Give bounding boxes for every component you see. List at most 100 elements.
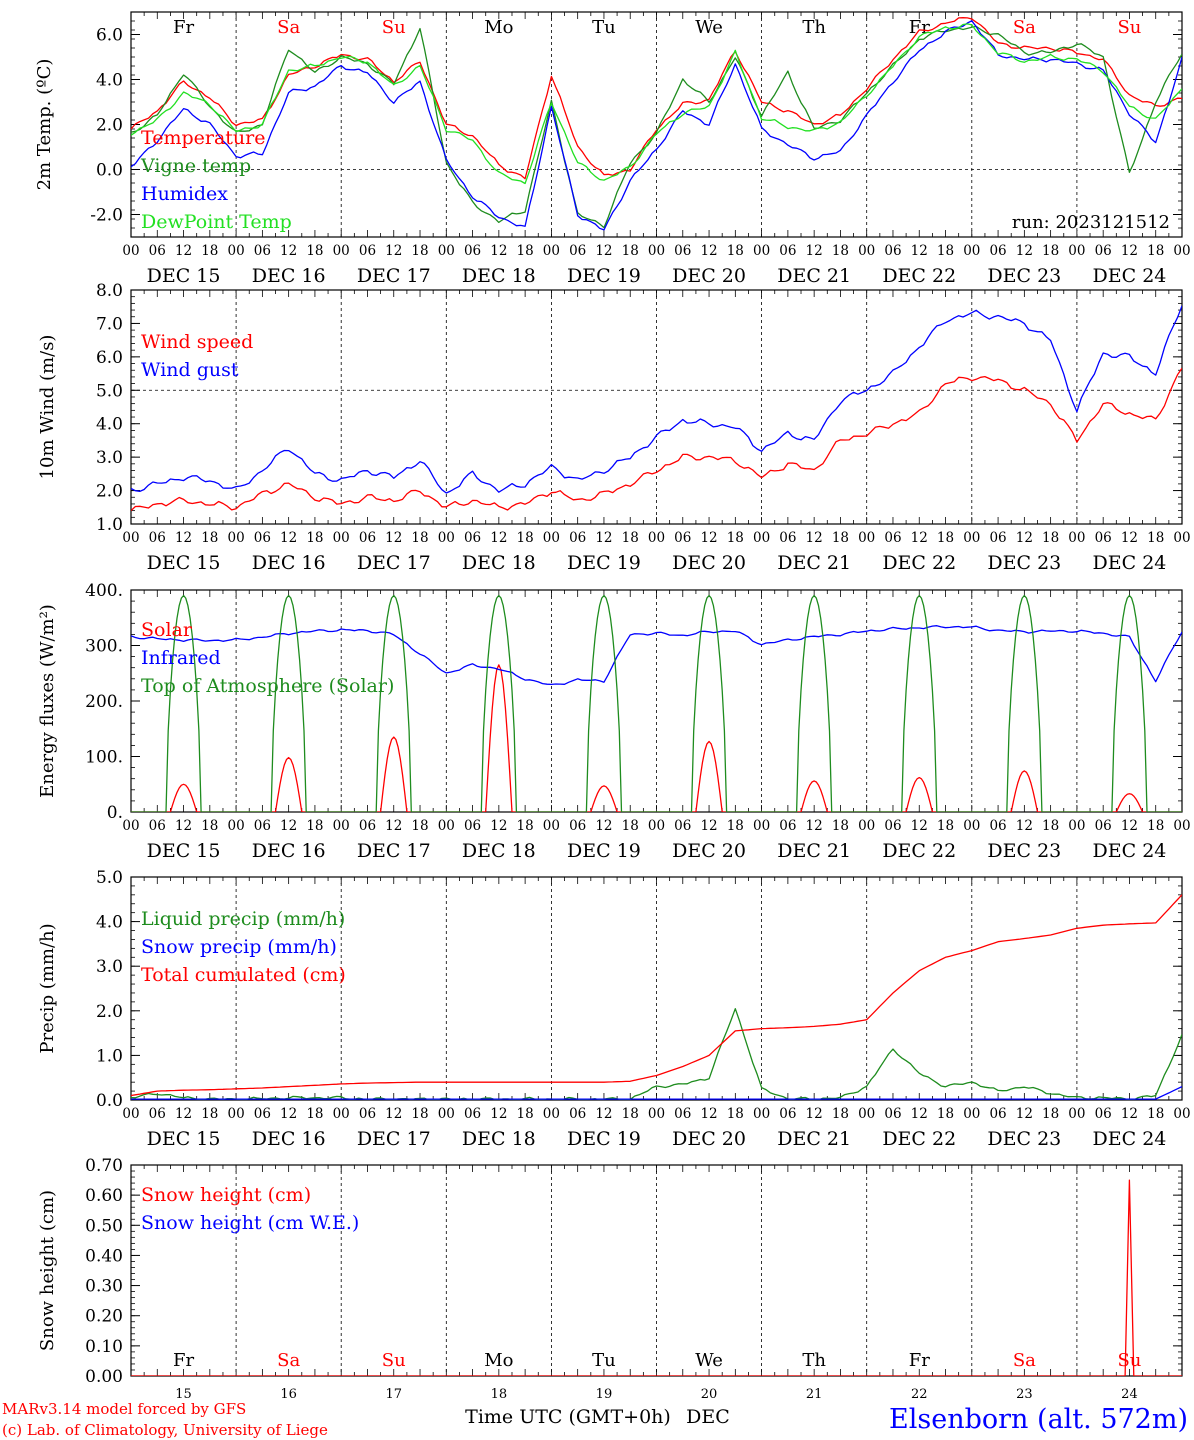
series-group (131, 1179, 1182, 1376)
weekday-label: Su (1117, 1350, 1141, 1371)
x-hour-label: 18 (517, 818, 534, 834)
x-hour-label: 12 (385, 1106, 402, 1122)
x-hour-label: 18 (622, 243, 639, 259)
y-tick-label: 2.0 (96, 482, 123, 502)
x-hour-label: 12 (175, 243, 192, 259)
series-line-snow-precip-mm-h- (131, 1086, 1182, 1100)
x-hour-label: 00 (438, 818, 455, 834)
y-tick-label: 0.30 (85, 1277, 123, 1297)
y-tick-label: 0.60 (85, 1186, 123, 1206)
x-day-label: DEC 21 (777, 552, 851, 574)
y-tick-label: 1.0 (96, 515, 123, 535)
weekday-label: Fr (173, 17, 194, 38)
x-hour-label: 18 (622, 1106, 639, 1122)
x-hour-label: 06 (1095, 818, 1112, 834)
x-hour-label: 12 (385, 243, 402, 259)
x-hour-label: 00 (438, 530, 455, 546)
y-tick-label: 300. (85, 637, 123, 657)
weekday-label: Fr (173, 1350, 194, 1371)
x-hour-label: 12 (1016, 530, 1033, 546)
x-hour-label: 18 (1042, 1106, 1059, 1122)
x-day-label: DEC 22 (882, 552, 956, 574)
x-hour-label: 00 (543, 530, 560, 546)
x-day-label: DEC 22 (882, 265, 956, 287)
weekday-label: Su (1117, 17, 1141, 38)
y-tick-label: 4.0 (96, 415, 123, 435)
legend-entry: Snow precip (mm/h) (141, 936, 337, 958)
x-hour-label: 00 (1173, 530, 1190, 546)
weekday-label: Mo (484, 17, 513, 38)
x-axis-title: Time UTC (GMT+0h) (465, 1406, 671, 1428)
x-hour-label: 06 (464, 530, 481, 546)
x-hour-label: 06 (464, 1106, 481, 1122)
x-hour-label: 00 (1068, 243, 1085, 259)
x-hour-label: 00 (648, 243, 665, 259)
x-hour-label: 12 (806, 243, 823, 259)
footer: MARv3.14 model forced by GFS (c) Lab. of … (2, 1400, 1188, 1439)
legend-entry: Humidex (141, 183, 228, 205)
x-hour-label: 18 (411, 243, 428, 259)
x-hour-label: 12 (490, 818, 507, 834)
x-hour-label: 06 (779, 1106, 796, 1122)
legend-entry: Temperature (141, 127, 265, 149)
x-day-number: 19 (596, 1387, 613, 1402)
x-hour-label: 12 (1016, 1106, 1033, 1122)
x-hour-label: 00 (963, 1106, 980, 1122)
x-hour-label: 06 (1095, 243, 1112, 259)
x-hour-label: 06 (674, 243, 691, 259)
x-day-label: DEC 15 (147, 1128, 221, 1150)
x-day-label: DEC 16 (252, 840, 326, 862)
model-credit: MARv3.14 model forced by GFS (2, 1400, 246, 1418)
x-day-label: DEC 23 (987, 552, 1061, 574)
x-hour-label: 18 (937, 243, 954, 259)
legend-entry: Top of Atmosphere (Solar) (141, 675, 394, 697)
weekday-label: Tu (592, 17, 616, 38)
x-hour-label: 00 (1068, 1106, 1085, 1122)
run-label: run: 2023121512 (1012, 212, 1170, 233)
weekday-label: Sa (277, 17, 300, 38)
weekday-label: We (695, 1350, 723, 1371)
x-day-number: 22 (911, 1387, 928, 1402)
legend-entry: Infrared (141, 647, 221, 669)
x-hour-label: 18 (1042, 530, 1059, 546)
x-day-label: DEC 22 (882, 840, 956, 862)
x-hour-label: 06 (884, 530, 901, 546)
x-day-label: DEC 23 (987, 265, 1061, 287)
x-hour-label: 12 (911, 530, 928, 546)
y-tick-label: 2.0 (96, 116, 123, 136)
weekday-label: We (695, 17, 723, 38)
y-tick-label: 0.00 (85, 1367, 123, 1387)
x-hour-label: 12 (385, 818, 402, 834)
series-group (131, 894, 1182, 1100)
series-line-wind-speed (131, 367, 1182, 512)
weekday-label: Mo (484, 1350, 513, 1371)
x-hour-label: 18 (727, 818, 744, 834)
y-tick-label: 7.0 (96, 314, 123, 334)
x-hour-label: 06 (989, 530, 1006, 546)
series-group (131, 305, 1182, 512)
x-day-label: DEC 20 (672, 265, 746, 287)
y-tick-label: 1.0 (96, 1046, 123, 1066)
y-tick-label: 0.20 (85, 1307, 123, 1327)
y-axis-title: Energy fluxes (W/m²) (37, 604, 58, 798)
x-hour-label: 00 (858, 243, 875, 259)
legend-entry: Snow height (cm W.E.) (141, 1212, 359, 1234)
x-hour-label: 06 (464, 818, 481, 834)
x-day-label: DEC 18 (462, 1128, 536, 1150)
weekday-label: Th (802, 17, 826, 38)
x-hour-label: 12 (911, 1106, 928, 1122)
x-hour-label: 12 (911, 818, 928, 834)
x-day-label: DEC 24 (1093, 840, 1167, 862)
x-hour-label: 00 (438, 1106, 455, 1122)
x-hour-label: 18 (411, 530, 428, 546)
x-day-label: DEC 20 (672, 840, 746, 862)
x-hour-label: 06 (989, 818, 1006, 834)
x-hour-label: 18 (201, 1106, 218, 1122)
x-axis-month: DEC (686, 1406, 730, 1428)
y-tick-label: 0. (107, 803, 123, 823)
x-hour-label: 00 (963, 818, 980, 834)
y-tick-label: 0.0 (96, 1091, 123, 1111)
x-day-number: 15 (175, 1387, 192, 1402)
y-tick-label: 4.0 (96, 913, 123, 933)
y-tick-label: 400. (85, 581, 123, 601)
